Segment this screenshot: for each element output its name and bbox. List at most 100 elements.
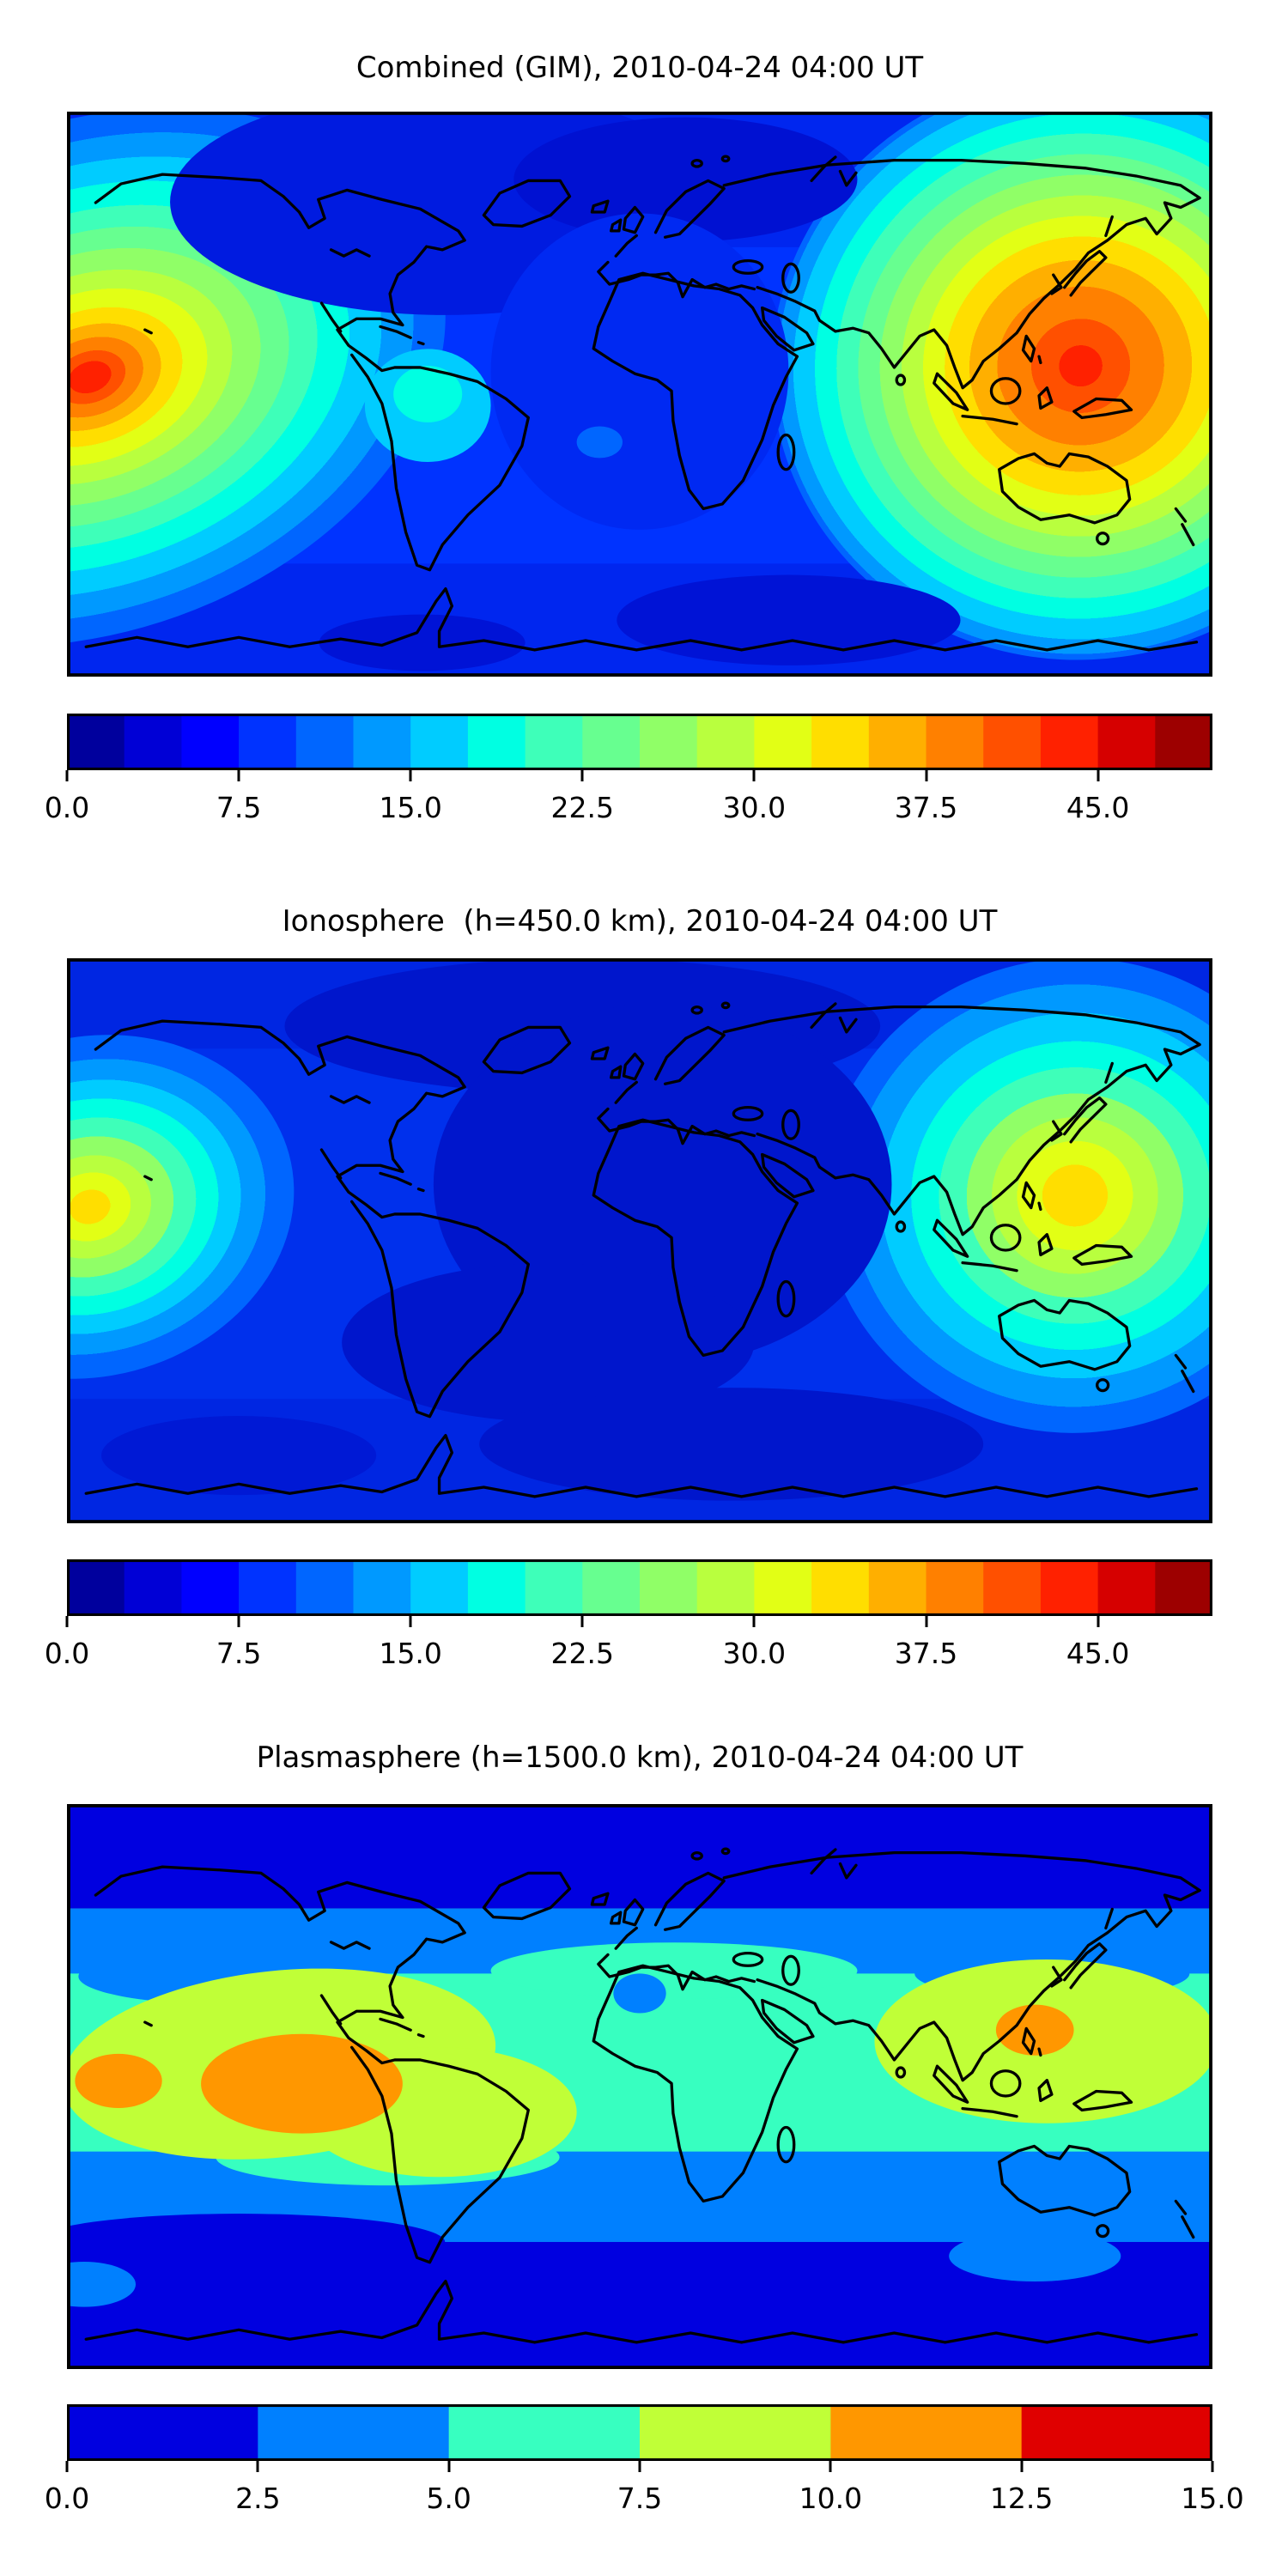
colorbar-tick [65, 2461, 69, 2472]
colorbar-tick [409, 1616, 412, 1627]
colorbar-segment [1155, 1559, 1212, 1616]
colorbar-tick-label: 37.5 [894, 1637, 958, 1670]
colorbar-tick [752, 770, 756, 781]
colorbar-segment [1155, 714, 1212, 770]
colorbar-segment [525, 1559, 584, 1616]
region-antarctic-dodger-ellipse [949, 2230, 1121, 2282]
colorbar-tick-label: 15.0 [1181, 2482, 1244, 2515]
colorbar-segment [181, 1559, 240, 1616]
colorbar-segment [1040, 1559, 1099, 1616]
colorbar-segment [868, 1559, 927, 1616]
colorbar-tick-label: 37.5 [894, 791, 958, 824]
colorbar-segment [181, 714, 240, 770]
region-south-navy-bulge [67, 2214, 446, 2270]
colorbar-segment [295, 714, 355, 770]
colorbar-tick [237, 1616, 240, 1627]
colorbar-segment [467, 1559, 526, 1616]
colorbar-segment [1097, 1559, 1157, 1616]
colorbar-tick-label: 15.0 [379, 791, 442, 824]
colorbar-segment [983, 714, 1042, 770]
colorbar-segment [582, 714, 641, 770]
colorbar-tick [447, 2461, 451, 2472]
colorbar-tick-label: 45.0 [1066, 1637, 1130, 1670]
region-south-dark-cell-2 [101, 1415, 377, 1496]
colorbar-segment [640, 2404, 832, 2461]
colorbar-plasmasphere [67, 2404, 1212, 2461]
colorbar-tick-label: 10.0 [799, 2482, 863, 2515]
region-greenland-dark-cell [513, 117, 858, 242]
colorbar-ionosphere [67, 1559, 1212, 1616]
colorbar-segment [1021, 2404, 1212, 2461]
colorbar-frame [67, 1559, 1212, 1616]
colorbar-tick [65, 1616, 69, 1627]
colorbar-tick-label: 5.0 [426, 2482, 471, 2515]
panel-title-plasmasphere: Plasmasphere (h=1500.0 km), 2010-04-24 0… [256, 1741, 1024, 1775]
colorbar-tick-label: 12.5 [989, 2482, 1054, 2515]
colorbar-segment [239, 1559, 298, 1616]
colorbar-ticks-combined: 0.0 7.5 15.0 22.5 30.0 37.5 45.0 [45, 770, 1212, 835]
colorbar-segment [830, 2404, 1024, 2461]
region-bottom-left-dodger-notch [67, 2261, 137, 2307]
region-south-dark-cell-1 [617, 574, 961, 665]
colorbar-segment [448, 2404, 641, 2461]
colorbar-segment [67, 2404, 259, 2461]
panel-title-combined: Combined (GIM), 2010-04-24 04:00 UT [355, 51, 924, 85]
colorbar-ticks-ionosphere: 0.0 7.5 15.0 22.5 30.0 37.5 45.0 [45, 1616, 1212, 1680]
colorbar-segment [640, 714, 699, 770]
colorbar-tick-label: 0.0 [44, 791, 90, 824]
panel-title-ionosphere: Ionosphere (h=450.0 km), 2010-04-24 04:0… [282, 904, 998, 939]
region-atlantic-dark-wash [490, 213, 789, 530]
colorbar-tick [752, 1616, 756, 1627]
colorbar-tick-label: 0.0 [44, 1637, 90, 1670]
colorbar-tick [580, 770, 584, 781]
colorbar-segment [239, 714, 298, 770]
colorbar-segment [410, 714, 470, 770]
colorbar-segment [67, 714, 126, 770]
colorbar-tick-label: 30.0 [722, 1637, 787, 1670]
colorbar-combined [67, 714, 1212, 770]
world-map-ionosphere [67, 958, 1212, 1523]
colorbar-segment [640, 1559, 699, 1616]
colorbar-ticks-plasmasphere: 0.0 2.5 5.0 7.5 10.0 12.5 15.0 [45, 2461, 1244, 2525]
colorbar-segment [124, 714, 183, 770]
colorbar-segment [582, 1559, 641, 1616]
colorbar-tick [580, 1616, 584, 1627]
colorbar-segment [811, 1559, 871, 1616]
colorbar-tick [638, 2461, 641, 2472]
region-west-pacific-anomaly [771, 112, 1212, 660]
colorbar-segment [754, 1559, 813, 1616]
colorbar-tick [1097, 770, 1100, 781]
colorbar-tick [256, 2461, 259, 2472]
world-map-plasmasphere [67, 1804, 1212, 2369]
colorbar-tick [409, 770, 412, 781]
colorbar-tick-label: 2.5 [235, 2482, 281, 2515]
colorbar-segment [926, 714, 985, 770]
region-south-dark-cell-2 [319, 614, 526, 671]
region-south-atlantic-dark-cell [342, 1263, 755, 1422]
colorbar-segment [1097, 714, 1157, 770]
colorbar-tick-label: 7.5 [617, 2482, 663, 2515]
world-map-combined [67, 112, 1212, 677]
region-pacific-orange-core [201, 2033, 403, 2134]
colorbar-segment [410, 1559, 470, 1616]
colorbar-segment [868, 714, 927, 770]
colorbar-segment [67, 1559, 126, 1616]
colorbar-segment [983, 1559, 1042, 1616]
colorbar-frame [67, 2404, 1212, 2461]
map-frame [67, 958, 1212, 1523]
region-west-orange-spot [75, 2053, 162, 2109]
colorbar-tick-label: 7.5 [216, 791, 262, 824]
colorbar-tick [1020, 2461, 1024, 2472]
region-south-dark-cell-1 [479, 1388, 984, 1501]
colorbar-segment [353, 714, 412, 770]
colorbar-tick [1211, 2461, 1214, 2472]
colorbar-tick-label: 0.0 [44, 2482, 90, 2515]
colorbar-tick-label: 7.5 [216, 1637, 262, 1670]
colorbar-tick-label: 15.0 [379, 1637, 442, 1670]
region-samerica-cyan-core [393, 366, 463, 422]
region-east-pacific-anomaly [67, 1035, 295, 1379]
colorbar-segment [258, 2404, 451, 2461]
colorbar-tick-label: 30.0 [722, 791, 787, 824]
colorbar-tick [65, 770, 69, 781]
region-philippines-orange-spot [995, 2004, 1074, 2056]
